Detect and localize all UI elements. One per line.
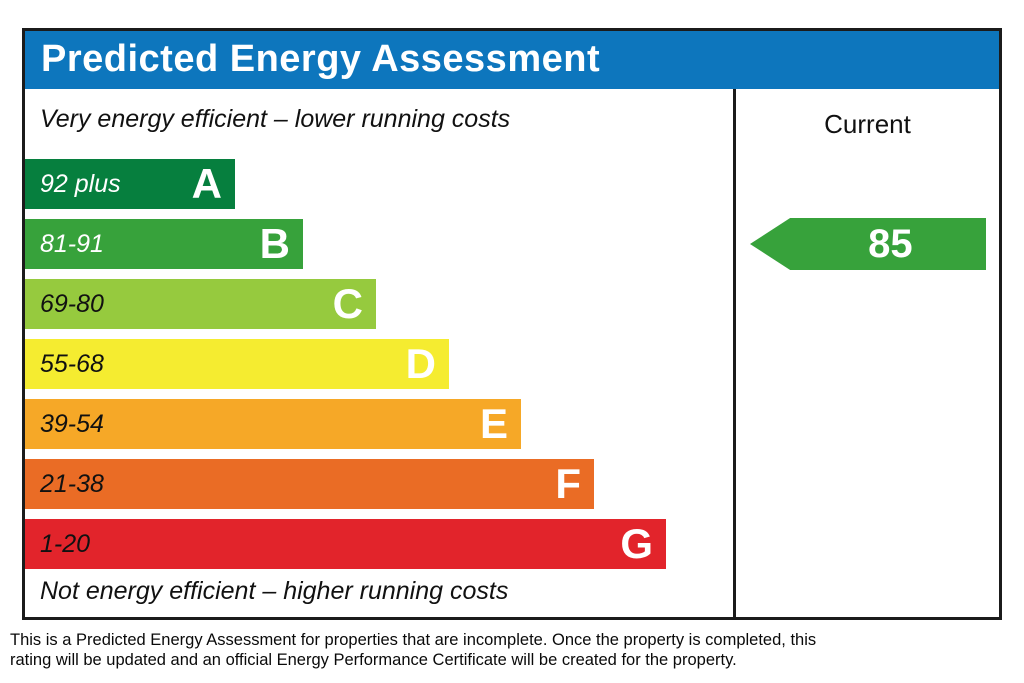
epc-certificate-box: Predicted Energy Assessment Very energy … [22,28,1002,620]
rating-band-row: 69-80 C [25,279,376,329]
rating-band-row: 1-20 G [25,519,666,569]
current-rating-panel: Current 85 [733,89,999,617]
band-letter: A [191,160,222,207]
current-rating-value: 85 [868,221,913,266]
rating-band-row: 81-91 B [25,219,303,269]
band-letter: C [332,280,363,327]
band-range-label: 39-54 [40,409,104,438]
bottom-note: Not energy efficient – higher running co… [40,577,509,605]
band-range-label: 92 plus [40,169,121,198]
rating-bands: 92 plus A 81-91 B 69-80 C 55-68 D 39-54 … [25,159,733,579]
disclaimer-text: This is a Predicted Energy Assessment fo… [10,631,817,669]
page-title: Predicted Energy Assessment [25,31,999,89]
band-letter: B [259,220,290,267]
band-range-label: 81-91 [40,229,104,258]
rating-band-row: 55-68 D [25,339,449,389]
top-note: Very energy efficient – lower running co… [40,105,511,133]
band-range-label: 55-68 [40,349,104,378]
rating-band-row: 21-38 F [25,459,594,509]
band-letter: D [405,340,436,387]
band-range-label: 21-38 [40,469,104,498]
current-column-header: Current [824,109,911,139]
band-letter: F [555,460,581,507]
rating-scale-panel: Very energy efficient – lower running co… [25,89,733,617]
band-range-label: 1-20 [40,529,91,558]
rating-band-row: 39-54 E [25,399,521,449]
epc-chart-body: Very energy efficient – lower running co… [25,89,999,617]
band-range-label: 69-80 [40,289,104,318]
band-letter: G [620,520,653,567]
band-letter: E [479,400,508,447]
rating-band-row: 92 plus A [25,159,235,209]
current-rating-arrow: 85 [750,218,986,270]
